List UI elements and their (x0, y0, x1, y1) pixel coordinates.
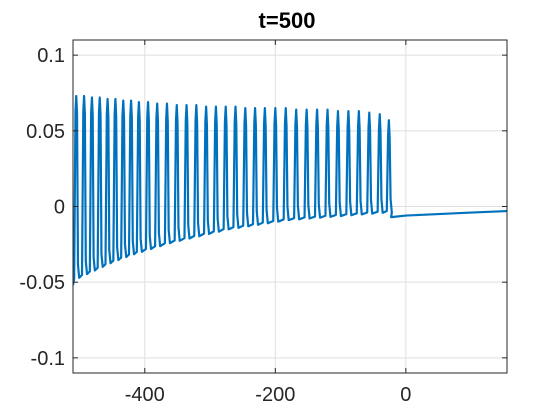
series-layer (73, 94, 507, 286)
x-tick-label: 0 (400, 384, 411, 406)
x-tick-label: -200 (255, 384, 295, 406)
y-tick-label: 0 (54, 197, 65, 219)
y-tick-label: -0.1 (31, 348, 65, 370)
y-tick-label: 0.1 (37, 45, 65, 67)
series-line (73, 94, 507, 286)
chart-title: t=500 (259, 8, 316, 33)
y-tick-label: 0.05 (26, 121, 65, 143)
x-tick-label: -400 (125, 384, 165, 406)
y-tick-label: -0.05 (19, 272, 65, 294)
axis-ticks: -400 -200 0 0.1 0.05 0 -0.05 -0.1 (19, 40, 507, 406)
